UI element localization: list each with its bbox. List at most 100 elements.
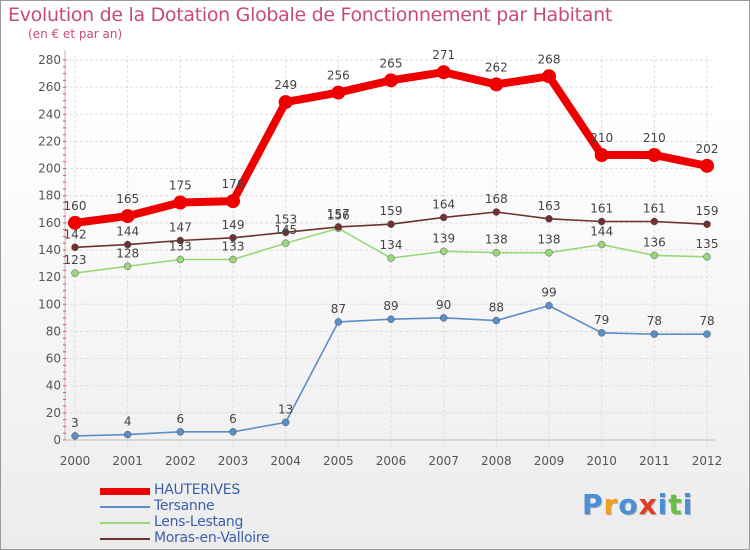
data-point <box>703 330 711 338</box>
data-label: 249 <box>274 78 297 92</box>
data-point <box>650 217 659 226</box>
x-tick-label: 2001 <box>112 454 143 468</box>
y-tick-label: 240 <box>38 107 61 121</box>
data-point <box>597 329 606 337</box>
data-label: 176 <box>222 177 245 191</box>
data-point <box>597 240 606 249</box>
y-tick-label: 260 <box>38 80 61 94</box>
y-tick-label: 140 <box>38 243 61 257</box>
data-point <box>334 223 343 231</box>
data-label: 175 <box>169 179 192 193</box>
x-tick-label: 2011 <box>639 454 670 468</box>
y-tick-label: 180 <box>38 189 61 203</box>
data-point <box>489 77 504 92</box>
data-label: 142 <box>64 227 87 241</box>
data-labels-tersanne: 3 4 6 6 13 87 89 90 88 99 79 78 78 <box>71 286 714 430</box>
legend-label: Tersanne <box>154 498 215 514</box>
data-label: 3 <box>71 416 79 430</box>
data-label: 144 <box>590 225 613 239</box>
data-label: 168 <box>485 192 508 206</box>
data-point <box>71 432 79 440</box>
data-labels-moras-en-valloire: 142 144 147 149 153 157 159 164 168 163 161 161 159 <box>64 192 719 241</box>
data-label: 163 <box>538 199 561 213</box>
data-point <box>281 239 290 247</box>
data-point <box>387 315 395 323</box>
data-label: 13 <box>278 402 293 416</box>
data-label: 210 <box>590 131 613 145</box>
x-tick-label: 2007 <box>428 454 459 468</box>
data-label: 159 <box>380 204 403 218</box>
legend: HAUTERIVES Tersanne Lens-Lestang Moras-en-V… <box>100 482 350 547</box>
data-point <box>229 234 237 242</box>
legend-label: Lens-Lestang <box>154 514 244 530</box>
x-tick-label: 2004 <box>270 454 301 468</box>
data-label: 268 <box>538 52 561 66</box>
data-point <box>703 253 711 261</box>
y-tick-label: 20 <box>46 406 61 420</box>
data-point <box>439 213 448 222</box>
data-point <box>120 209 135 224</box>
data-label: 153 <box>274 212 297 226</box>
y-tick-label: 40 <box>46 379 61 393</box>
data-label: 138 <box>538 233 561 247</box>
data-point <box>387 254 395 262</box>
x-tick-label: 2012 <box>692 454 723 468</box>
data-label: 256 <box>327 69 350 83</box>
data-point <box>436 65 451 80</box>
x-tick-label: 2006 <box>376 454 407 468</box>
data-label: 135 <box>696 237 719 251</box>
data-label: 271 <box>432 48 455 62</box>
data-point <box>123 430 132 439</box>
data-label: 89 <box>383 299 398 313</box>
data-point <box>176 236 185 245</box>
data-label: 265 <box>380 56 403 70</box>
legend-item: Moras-en-Valloire <box>100 530 350 547</box>
data-point <box>71 269 79 277</box>
data-label: 138 <box>485 233 508 247</box>
data-point <box>229 428 237 436</box>
data-point <box>331 85 346 100</box>
data-label: 149 <box>222 218 245 232</box>
data-point <box>176 255 185 264</box>
data-point <box>650 330 659 338</box>
data-point <box>439 247 448 256</box>
data-label: 136 <box>643 235 666 249</box>
data-label: 6 <box>177 412 185 426</box>
data-label: 210 <box>643 131 666 145</box>
data-label: 133 <box>222 240 245 254</box>
data-label: 157 <box>327 207 350 221</box>
data-point <box>176 428 185 436</box>
x-tick-label: 2002 <box>165 454 196 468</box>
data-point <box>492 316 501 325</box>
legend-swatch <box>100 487 150 495</box>
data-point <box>281 418 290 427</box>
legend-label: HAUTERIVES <box>154 482 240 498</box>
y-tick-label: 200 <box>38 162 61 176</box>
proxiti-logo: Proxiti <box>582 488 693 521</box>
series-tersanne <box>71 301 711 440</box>
data-point <box>594 148 609 162</box>
y-tick-label: 60 <box>46 352 61 366</box>
data-point <box>68 215 82 230</box>
data-label: 99 <box>541 286 556 300</box>
x-tick-label: 2005 <box>323 454 354 468</box>
data-label: 145 <box>274 223 297 237</box>
data-point <box>334 318 343 326</box>
legend-swatch <box>100 506 150 508</box>
data-label: 156 <box>327 208 350 222</box>
y-tick-label: 160 <box>38 216 61 230</box>
data-point <box>384 73 398 88</box>
data-point <box>650 251 659 260</box>
data-label: 6 <box>229 412 237 426</box>
data-label: 262 <box>485 60 508 74</box>
data-point <box>123 240 132 249</box>
logo-letter: i <box>682 488 694 521</box>
data-point <box>387 220 395 228</box>
data-label: 88 <box>489 301 504 315</box>
x-tick-label: 2008 <box>481 454 512 468</box>
y-tick-label: 280 <box>38 53 61 67</box>
logo-letter: P <box>582 488 604 521</box>
x-tick-label: 2010 <box>586 454 617 468</box>
data-point <box>597 217 606 226</box>
data-label: 78 <box>647 314 662 328</box>
